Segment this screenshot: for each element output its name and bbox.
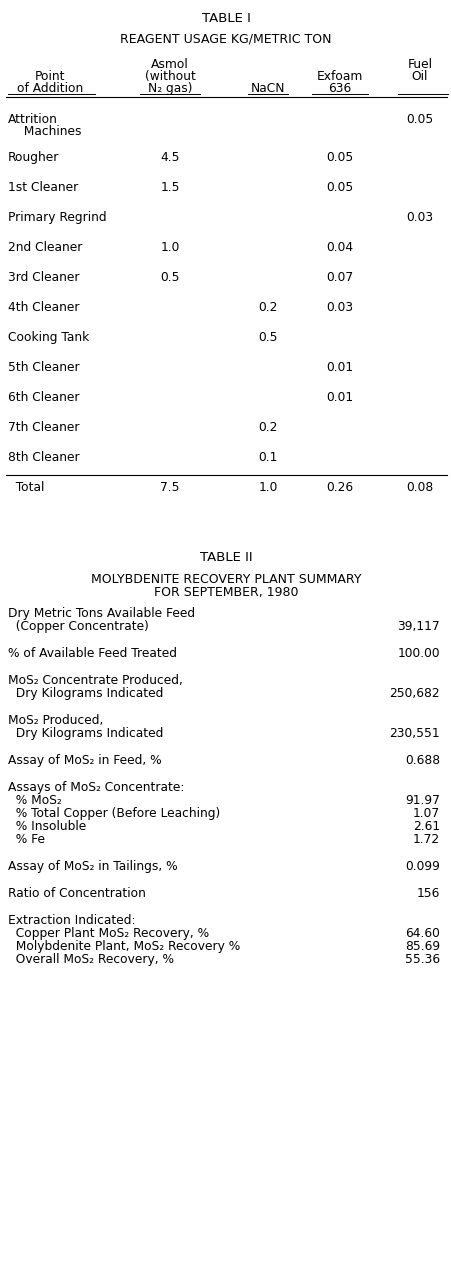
Text: 230,551: 230,551 xyxy=(388,727,439,740)
Text: TABLE II: TABLE II xyxy=(199,551,252,564)
Text: 1.72: 1.72 xyxy=(412,833,439,846)
Text: 0.03: 0.03 xyxy=(405,211,433,223)
Text: 3rd Cleaner: 3rd Cleaner xyxy=(8,271,79,284)
Text: 7.5: 7.5 xyxy=(160,482,179,494)
Text: 5th Cleaner: 5th Cleaner xyxy=(8,361,79,374)
Text: Oil: Oil xyxy=(411,71,427,83)
Text: Attrition: Attrition xyxy=(8,113,58,126)
Text: MoS₂ Concentrate Produced,: MoS₂ Concentrate Produced, xyxy=(8,674,183,687)
Text: of Addition: of Addition xyxy=(17,82,83,95)
Text: 0.05: 0.05 xyxy=(326,181,353,194)
Text: 0.26: 0.26 xyxy=(326,482,353,494)
Text: 64.60: 64.60 xyxy=(404,927,439,940)
Text: Copper Plant MoS₂ Recovery, %: Copper Plant MoS₂ Recovery, % xyxy=(8,927,209,940)
Text: 1st Cleaner: 1st Cleaner xyxy=(8,181,78,194)
Text: 1.07: 1.07 xyxy=(412,808,439,820)
Text: 0.099: 0.099 xyxy=(404,860,439,873)
Text: Exfoam: Exfoam xyxy=(316,71,363,83)
Text: 0.05: 0.05 xyxy=(405,113,433,126)
Text: 0.04: 0.04 xyxy=(326,241,353,254)
Text: 250,682: 250,682 xyxy=(388,687,439,700)
Text: 156: 156 xyxy=(416,887,439,900)
Text: 1.5: 1.5 xyxy=(160,181,179,194)
Text: % Total Copper (Before Leaching): % Total Copper (Before Leaching) xyxy=(8,808,220,820)
Text: 0.5: 0.5 xyxy=(258,331,277,344)
Text: 0.08: 0.08 xyxy=(405,482,433,494)
Text: Machines: Machines xyxy=(16,125,81,137)
Text: Cooking Tank: Cooking Tank xyxy=(8,331,89,344)
Text: 2nd Cleaner: 2nd Cleaner xyxy=(8,241,82,254)
Text: Dry Kilograms Indicated: Dry Kilograms Indicated xyxy=(8,727,163,740)
Text: 55.36: 55.36 xyxy=(404,953,439,966)
Text: 4.5: 4.5 xyxy=(160,152,179,164)
Text: Molybdenite Plant, MoS₂ Recovery %: Molybdenite Plant, MoS₂ Recovery % xyxy=(8,940,240,953)
Text: 1.0: 1.0 xyxy=(258,482,277,494)
Text: 636: 636 xyxy=(327,82,351,95)
Text: 0.1: 0.1 xyxy=(258,451,277,464)
Text: 7th Cleaner: 7th Cleaner xyxy=(8,421,79,434)
Text: 2.61: 2.61 xyxy=(412,820,439,833)
Text: Assay of MoS₂ in Feed, %: Assay of MoS₂ in Feed, % xyxy=(8,754,161,767)
Text: TABLE I: TABLE I xyxy=(201,12,250,24)
Text: % Insoluble: % Insoluble xyxy=(8,820,86,833)
Text: 0.2: 0.2 xyxy=(258,421,277,434)
Text: Assays of MoS₂ Concentrate:: Assays of MoS₂ Concentrate: xyxy=(8,781,184,794)
Text: Asmol: Asmol xyxy=(151,58,189,71)
Text: Ratio of Concentration: Ratio of Concentration xyxy=(8,887,146,900)
Text: 0.03: 0.03 xyxy=(326,300,353,315)
Text: 91.97: 91.97 xyxy=(404,794,439,808)
Text: Rougher: Rougher xyxy=(8,152,59,164)
Text: 100.00: 100.00 xyxy=(396,647,439,660)
Text: 1.0: 1.0 xyxy=(160,241,179,254)
Text: MOLYBDENITE RECOVERY PLANT SUMMARY: MOLYBDENITE RECOVERY PLANT SUMMARY xyxy=(91,573,360,586)
Text: Assay of MoS₂ in Tailings, %: Assay of MoS₂ in Tailings, % xyxy=(8,860,177,873)
Text: % MoS₂: % MoS₂ xyxy=(8,794,62,808)
Text: 0.5: 0.5 xyxy=(160,271,179,284)
Text: NaCN: NaCN xyxy=(250,82,285,95)
Text: 4th Cleaner: 4th Cleaner xyxy=(8,300,79,315)
Text: 0.2: 0.2 xyxy=(258,300,277,315)
Text: Fuel: Fuel xyxy=(407,58,432,71)
Text: N₂ gas): N₂ gas) xyxy=(147,82,192,95)
Text: % of Available Feed Treated: % of Available Feed Treated xyxy=(8,647,177,660)
Text: 0.688: 0.688 xyxy=(404,754,439,767)
Text: FOR SEPTEMBER, 1980: FOR SEPTEMBER, 1980 xyxy=(153,586,298,600)
Text: Total: Total xyxy=(8,482,44,494)
Text: 6th Cleaner: 6th Cleaner xyxy=(8,392,79,404)
Text: REAGENT USAGE KG/METRIC TON: REAGENT USAGE KG/METRIC TON xyxy=(120,32,331,45)
Text: % Fe: % Fe xyxy=(8,833,45,846)
Text: (Copper Concentrate): (Copper Concentrate) xyxy=(8,620,148,633)
Text: 0.07: 0.07 xyxy=(326,271,353,284)
Text: 0.05: 0.05 xyxy=(326,152,353,164)
Text: MoS₂ Produced,: MoS₂ Produced, xyxy=(8,714,103,727)
Text: Dry Kilograms Indicated: Dry Kilograms Indicated xyxy=(8,687,163,700)
Text: Dry Metric Tons Available Feed: Dry Metric Tons Available Feed xyxy=(8,607,195,620)
Text: Point: Point xyxy=(35,71,65,83)
Text: Primary Regrind: Primary Regrind xyxy=(8,211,106,223)
Text: 85.69: 85.69 xyxy=(404,940,439,953)
Text: 0.01: 0.01 xyxy=(326,392,353,404)
Text: Extraction Indicated:: Extraction Indicated: xyxy=(8,914,135,927)
Text: (without: (without xyxy=(144,71,195,83)
Text: 39,117: 39,117 xyxy=(396,620,439,633)
Text: 0.01: 0.01 xyxy=(326,361,353,374)
Text: 8th Cleaner: 8th Cleaner xyxy=(8,451,79,464)
Text: Overall MoS₂ Recovery, %: Overall MoS₂ Recovery, % xyxy=(8,953,174,966)
